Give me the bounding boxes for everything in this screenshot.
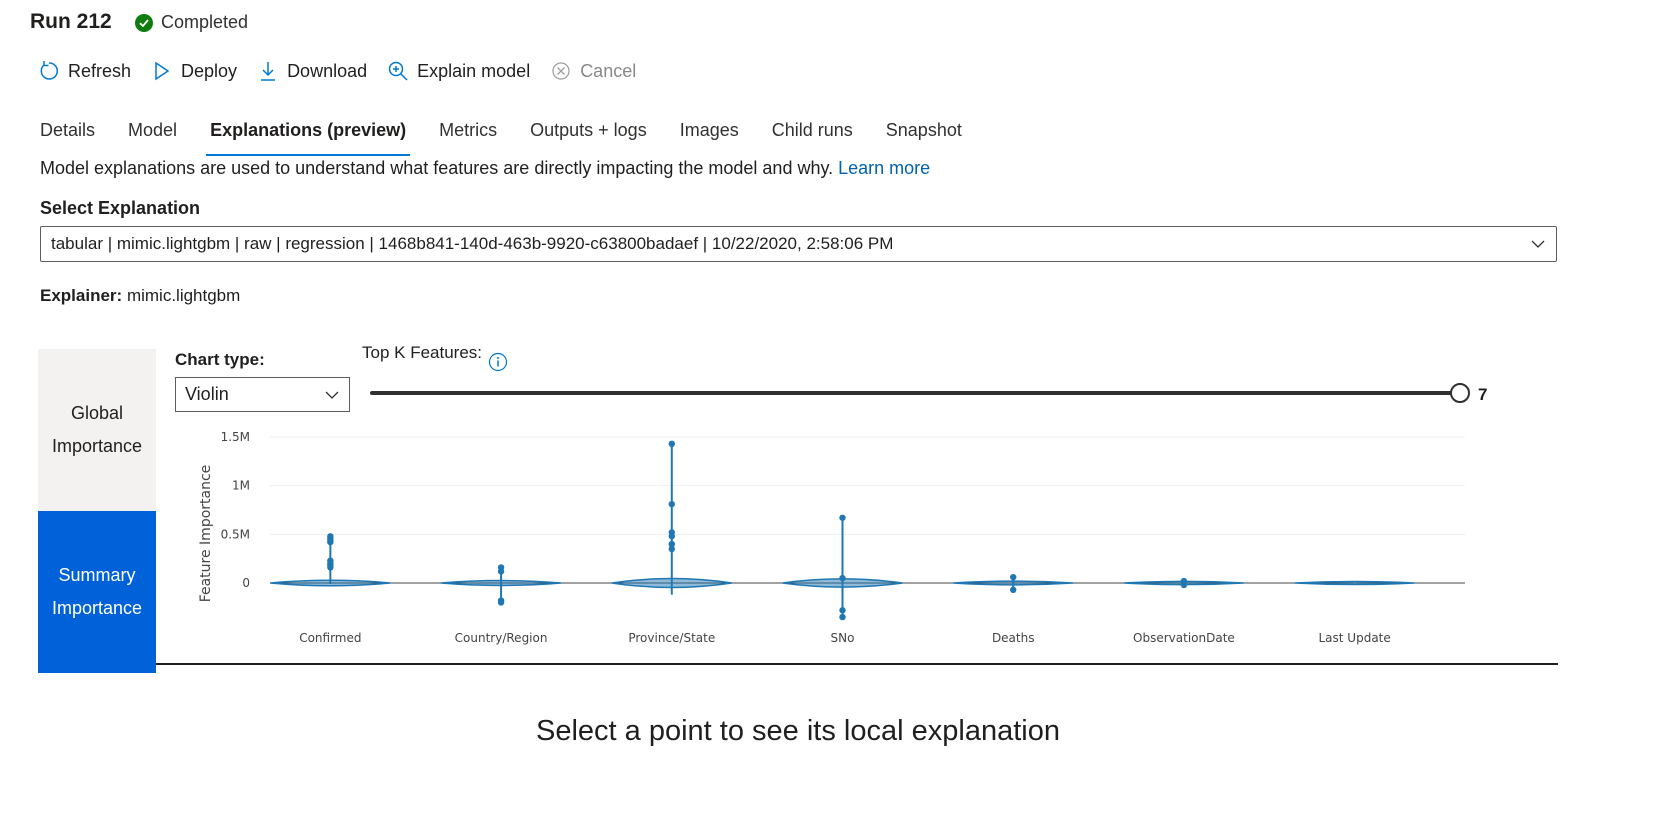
status-text: Completed [161,12,249,32]
run-status: Completed [135,12,248,33]
summary-importance-chart[interactable]: 0 0.5M 1M 1.5M Feature Importance Confirmed Co… [190,425,1480,655]
top-k-value: 7 [1478,385,1488,404]
chart-type-label: Chart type: [175,350,265,369]
outlier-point[interactable] [497,568,505,575]
tab-metrics[interactable]: Metrics [439,120,498,140]
deploy-label: Deploy [181,60,238,81]
description-text: Model explanations are used to understan… [40,158,834,178]
play-icon [155,61,170,81]
tab-images[interactable]: Images [679,120,739,140]
tab-snapshot[interactable]: Snapshot [885,120,962,140]
x-tick-label: Last Update [1319,631,1391,645]
run-title: Run 212 [30,10,112,33]
explainer-info: Explainer: mimic.lightgbm [40,286,240,306]
outlier-point[interactable] [327,538,334,546]
tab-outputs-logs[interactable]: Outputs + logs [530,120,647,140]
outlier-point[interactable] [668,545,675,553]
select-explanation-label: Select Explanation [40,198,201,218]
top-k-features-label: Top K Features: [362,343,483,362]
download-label: Download [287,60,368,81]
global-importance-line1: Global [70,403,124,423]
violin-confirmed[interactable] [270,533,391,587]
chart-type-dropdown[interactable]: Violin [175,377,350,412]
learn-more-link[interactable]: Learn more [838,158,931,178]
outlier-point[interactable] [1010,573,1017,581]
x-tick-label: Deaths [992,631,1035,645]
global-importance-line2: Importance [51,436,143,456]
outlier-point[interactable] [1010,586,1017,594]
download-icon [261,62,276,81]
deploy-button[interactable]: Deploy [151,60,237,82]
outlier-point[interactable] [668,500,675,508]
tab-explanations[interactable]: Explanations (preview) [206,120,411,156]
chart-type-value: Violin [185,384,229,404]
violin-province-state[interactable] [611,440,732,595]
explanations-description: Model explanations are used to understan… [40,158,930,179]
y-tick-label: 0 [242,576,250,590]
x-tick-label: Country/Region [455,631,548,645]
y-tick-label: 0.5M [221,527,250,541]
select-explanation-value: tabular | mimic.lightgbm | raw | regress… [51,234,894,253]
summary-importance-line1: Summary [58,565,136,585]
tab-details[interactable]: Details [40,120,96,140]
summary-importance-tab[interactable]: Summary Importance [38,511,156,673]
chart-divider [156,663,1558,665]
explain-model-button[interactable]: Explain model [387,60,530,82]
explainer-label: Explainer: [40,286,123,305]
explain-model-label: Explain model [417,60,531,81]
chevron-down-icon [325,391,339,399]
outlier-point[interactable] [1180,581,1188,589]
explainer-value: mimic.lightgbm [126,286,241,305]
command-bar: Refresh Deploy Download Explain model Ca… [38,60,656,82]
cancel-button[interactable]: Cancel [550,60,636,82]
check-circle-icon [135,13,153,32]
outlier-point[interactable] [327,564,334,571]
cancel-label: Cancel [580,60,637,81]
tab-child-runs[interactable]: Child runs [771,120,853,140]
y-axis-label: Feature Importance [198,465,214,603]
outlier-point[interactable] [839,574,846,582]
x-tick-label: Confirmed [299,631,361,645]
y-tick-label: 1M [232,479,250,493]
refresh-label: Refresh [68,60,132,81]
x-tick-label: ObservationDate [1133,631,1235,645]
x-tick-label: SNo [831,631,855,645]
violin-last-update[interactable] [1294,580,1415,586]
violin-observationdate[interactable] [1123,577,1244,589]
run-tabs: Details Model Explanations (preview) Met… [40,120,995,156]
outlier-point[interactable] [839,607,846,614]
violin-deaths[interactable] [953,573,1074,594]
top-k-slider-track[interactable] [370,391,1460,395]
outlier-point[interactable] [839,514,846,521]
top-k-slider-thumb[interactable] [1450,383,1470,403]
info-icon[interactable] [488,352,508,372]
refresh-icon [40,61,58,80]
violin-sno[interactable] [782,514,903,621]
tab-model[interactable]: Model [128,120,178,140]
outlier-point[interactable] [668,540,675,548]
chevron-down-icon [1531,240,1545,248]
y-tick-label: 1.5M [221,430,250,444]
global-importance-tab[interactable]: Global Importance [38,349,156,511]
refresh-button[interactable]: Refresh [38,60,131,82]
summary-importance-line2: Importance [51,598,143,618]
outlier-point[interactable] [497,599,505,606]
download-button[interactable]: Download [257,60,367,82]
violin-country-region[interactable] [441,564,562,606]
local-explanation-message: Select a point to see its local explanat… [536,715,1060,747]
outlier-point[interactable] [668,533,675,540]
cancel-icon [552,62,570,80]
outlier-point[interactable] [668,440,675,448]
zoom-in-icon [388,61,408,81]
outlier-point[interactable] [839,613,846,621]
select-explanation-dropdown[interactable]: tabular | mimic.lightgbm | raw | regress… [40,226,1557,262]
x-tick-label: Province/State [628,631,715,645]
